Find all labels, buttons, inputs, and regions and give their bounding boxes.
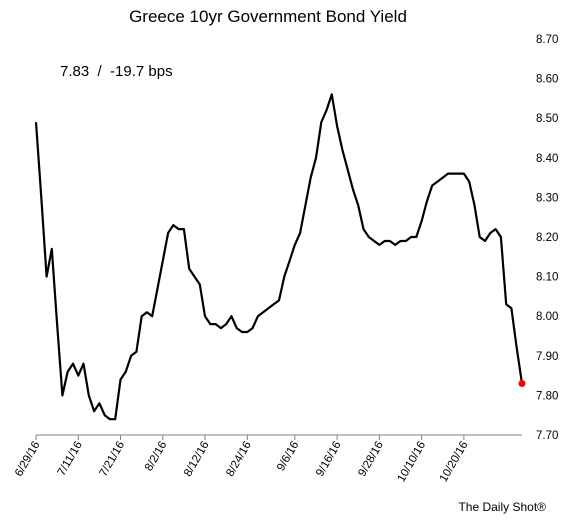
yield-readout: 7.83 / -19.7 bps xyxy=(60,63,173,80)
x-tick-label: 10/10/16 xyxy=(395,440,428,485)
source-credit: The Daily Shot® xyxy=(458,500,546,514)
y-tick-label: 7.80 xyxy=(536,390,558,402)
y-tick-label: 8.60 xyxy=(536,74,558,86)
last-point-marker xyxy=(518,380,526,388)
y-axis: 7.70 7.80 7.90 8.00 8.10 8.20 8.30 8.40 8.50 8.60… xyxy=(536,34,558,442)
y-tick-label: 7.70 xyxy=(536,430,558,442)
y-tick-label: 7.90 xyxy=(536,351,558,363)
x-tick-label: 7/21/16 xyxy=(98,440,128,479)
chart-title: Greece 10yr Government Bond Yield xyxy=(129,7,407,26)
x-tick-label: 10/20/16 xyxy=(438,440,471,485)
x-tick-label: 8/24/16 xyxy=(224,440,254,479)
series-line xyxy=(34,93,524,421)
x-tick-label: 7/11/16 xyxy=(56,440,85,478)
x-axis-ticks: 6/29/16 7/11/16 7/21/16 8/2/16 8/12/16 8/24/1… xyxy=(13,435,470,484)
y-tick-label: 8.20 xyxy=(536,232,558,244)
y-tick-label: 8.70 xyxy=(536,34,558,46)
y-tick-label: 8.10 xyxy=(536,272,558,284)
x-tick-label: 8/12/16 xyxy=(182,440,212,479)
x-tick-label: 9/28/16 xyxy=(356,440,386,479)
x-tick-label: 6/29/16 xyxy=(13,440,43,479)
x-tick-label: 9/16/16 xyxy=(314,440,344,479)
y-tick-label: 8.40 xyxy=(536,153,558,165)
x-tick-label: 9/6/16 xyxy=(275,440,301,474)
x-tick-label: 8/2/16 xyxy=(143,440,169,474)
y-tick-label: 8.50 xyxy=(536,113,558,125)
y-tick-label: 8.00 xyxy=(536,311,558,323)
y-tick-label: 8.30 xyxy=(536,192,558,204)
